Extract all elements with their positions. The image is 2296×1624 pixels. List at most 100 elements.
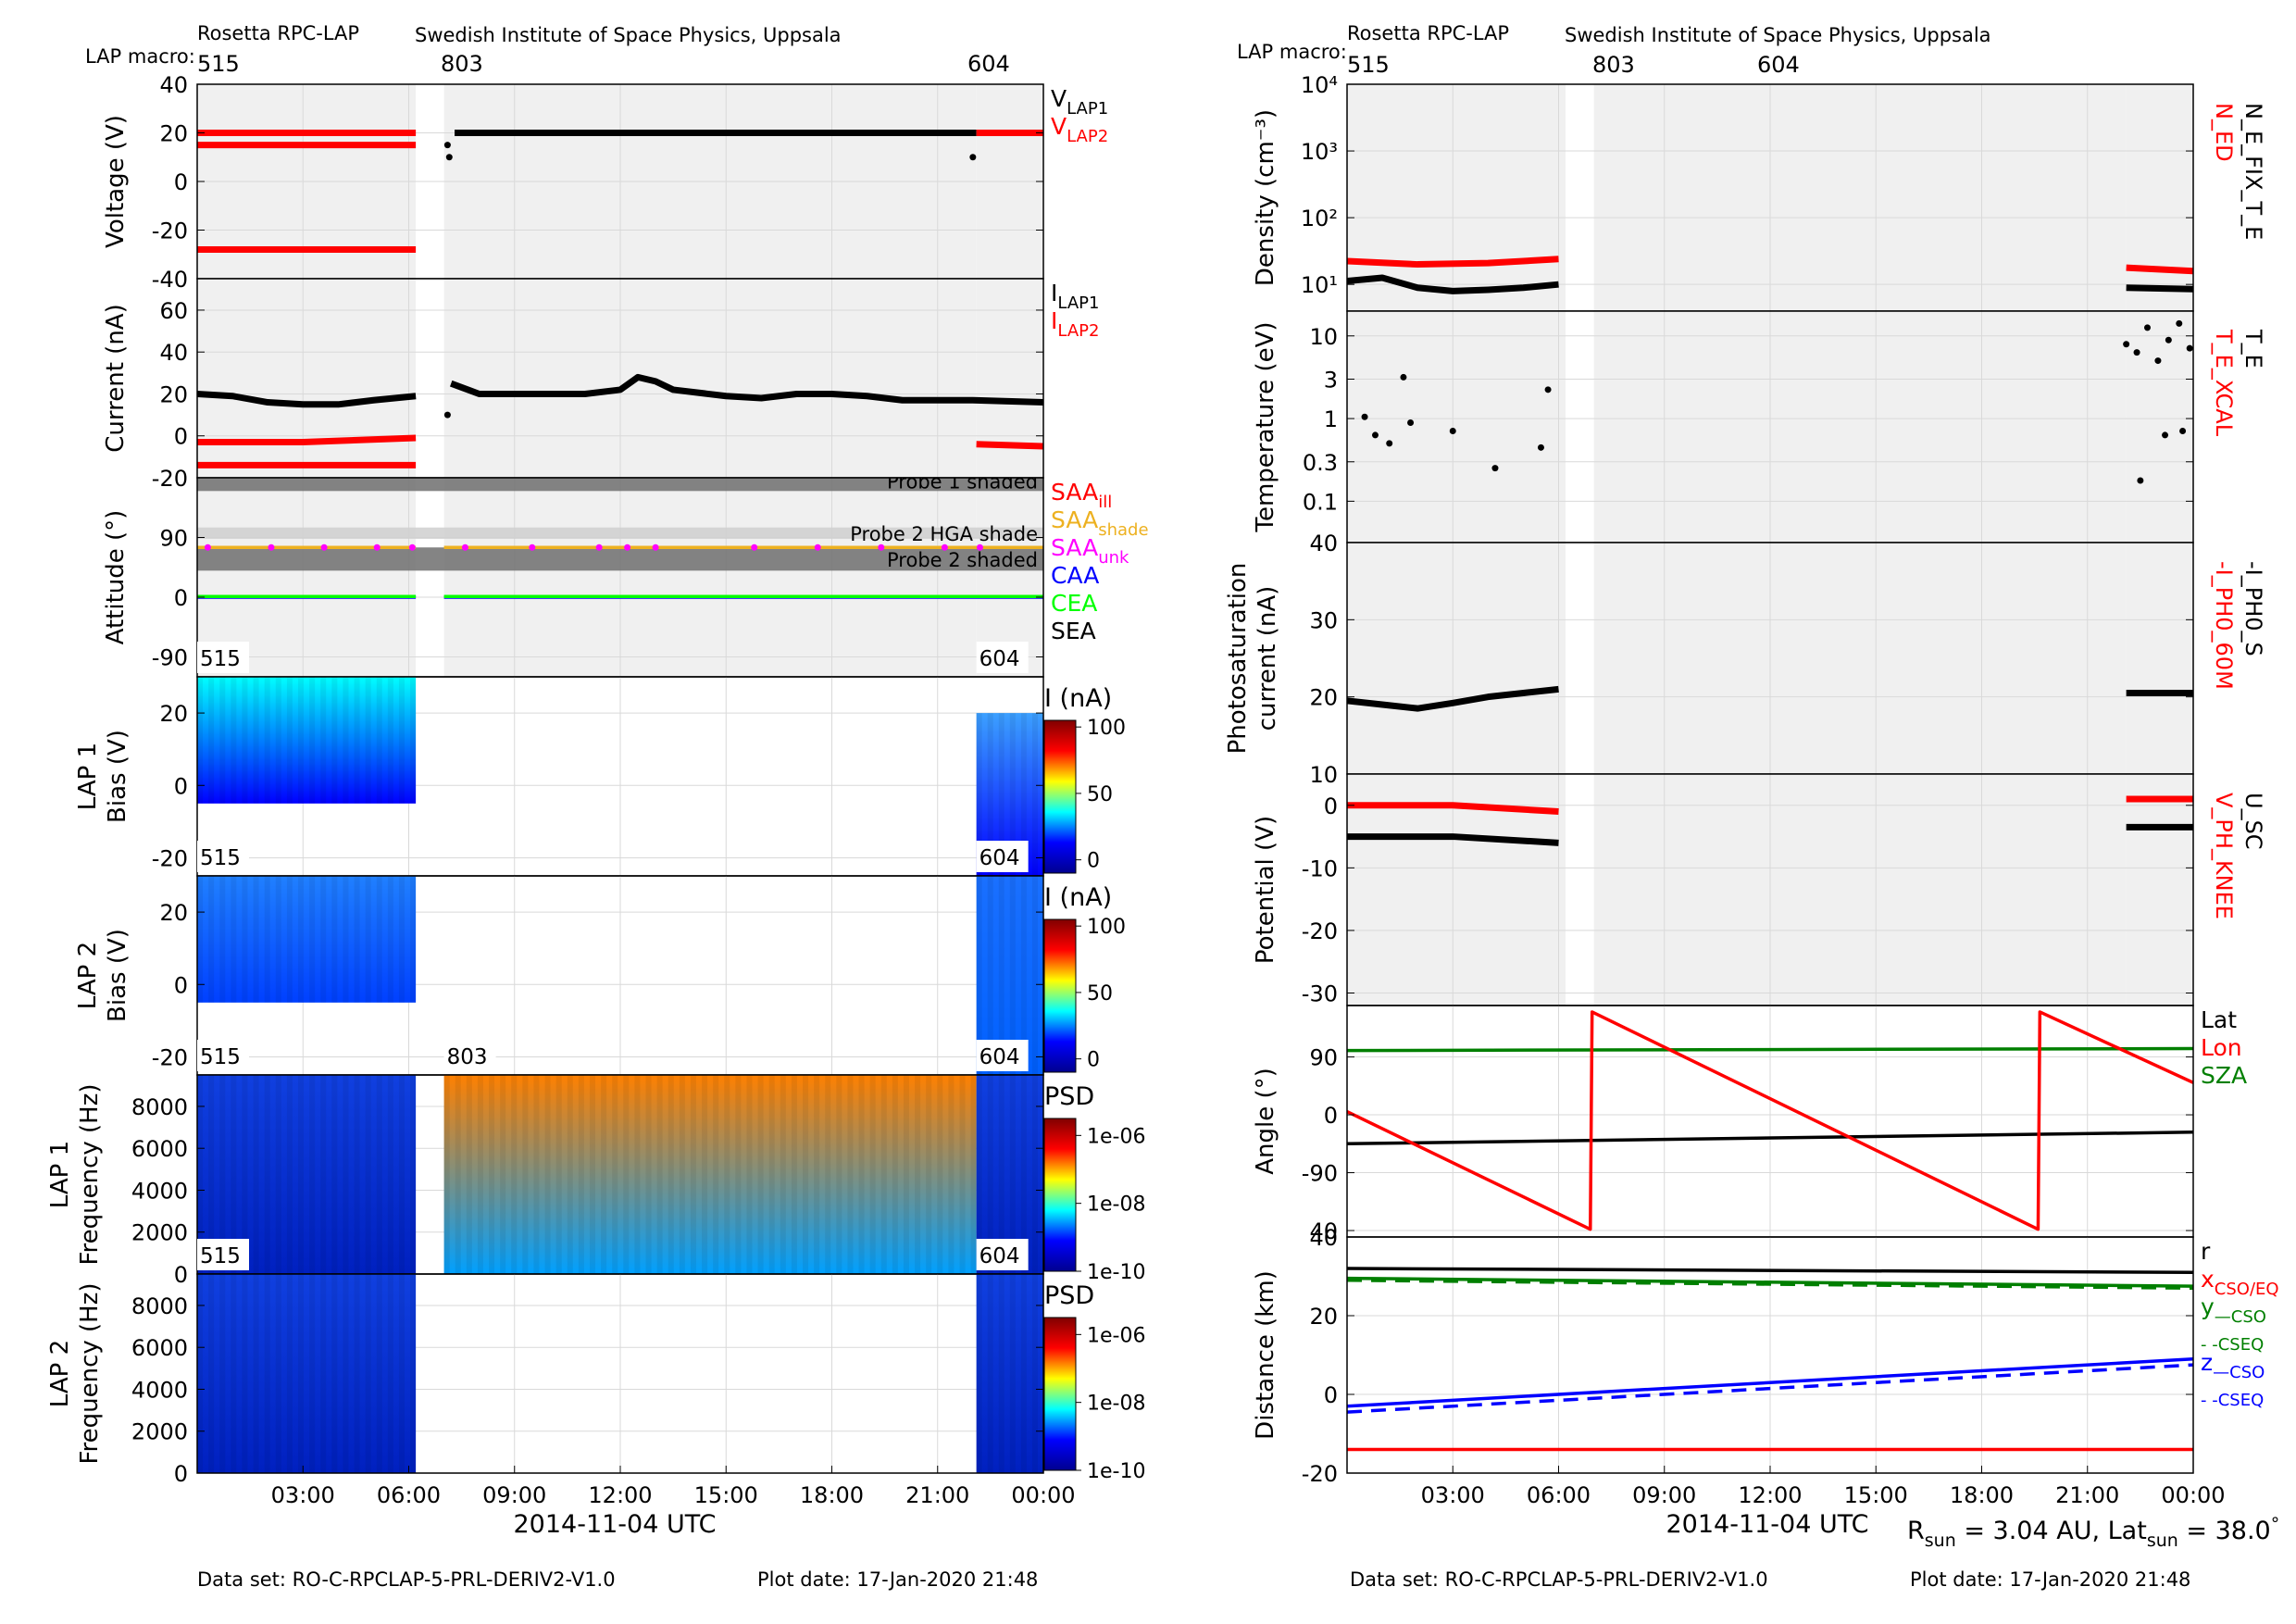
heatmap-stripe bbox=[634, 1075, 641, 1274]
series-line bbox=[2126, 284, 2193, 293]
heatmap-stripe bbox=[410, 876, 417, 1003]
heatmap-stripe bbox=[690, 1075, 696, 1274]
heatmap-stripe bbox=[987, 876, 993, 1075]
heatmap-stripe bbox=[331, 876, 338, 1003]
ylabel: Angle (°) bbox=[1252, 1068, 1279, 1175]
left-xlabel: 2014-11-04 UTC bbox=[513, 1510, 716, 1539]
panel-potential: -30 -20 -10 0 Potential (V) V_PH_KNEE U_SC bbox=[1252, 773, 2266, 1006]
heatmap-stripe bbox=[219, 876, 226, 1003]
heatmap-stripe bbox=[702, 1075, 708, 1274]
heatmap-block bbox=[197, 1274, 417, 1473]
legend-sub: LAP1 bbox=[1067, 99, 1108, 119]
heatmap-stripe bbox=[286, 1075, 293, 1274]
left-footer-dataset: Data set: RO-C-RPCLAP-5-PRL-DERIV2-V1.0 bbox=[197, 1568, 616, 1591]
legend-sub: unk bbox=[1098, 548, 1129, 568]
series-line bbox=[1347, 256, 1559, 269]
ytick-label: 0 bbox=[174, 585, 188, 611]
ytick-label: 10² bbox=[1301, 206, 1338, 231]
data-point bbox=[941, 543, 948, 551]
heatmap-stripe bbox=[1020, 1075, 1027, 1274]
heatmap-block bbox=[197, 876, 417, 1003]
xtick-label: 15:00 bbox=[694, 1482, 758, 1508]
ytick-label: 0 bbox=[1324, 793, 1338, 819]
heatmap-stripe bbox=[343, 677, 349, 804]
heatmap-stripe bbox=[398, 1075, 406, 1274]
macro-label-bg bbox=[976, 841, 1029, 872]
right-header-mission: Rosetta RPC-LAP bbox=[1347, 22, 1509, 44]
colorbar-tick-label: 50 bbox=[1087, 783, 1113, 806]
heatmap-stripe bbox=[1009, 1274, 1016, 1473]
heatmap-stripe bbox=[567, 1075, 573, 1274]
legend-label: T_E bbox=[2240, 329, 2266, 369]
legend-sub: - -CSEQ bbox=[2201, 1391, 2264, 1410]
heatmap-stripe bbox=[365, 876, 371, 1003]
ytick-label: 60 bbox=[159, 298, 188, 324]
heatmap-stripe bbox=[544, 1075, 551, 1274]
sun-lat-value: = 38.0 bbox=[2178, 1517, 2271, 1545]
heatmap-stripe bbox=[343, 876, 349, 1003]
heatmap-stripe bbox=[331, 1274, 338, 1473]
data-point bbox=[2123, 341, 2130, 348]
ytick-label: 40 bbox=[1309, 531, 1338, 556]
panel-plot-area bbox=[1347, 774, 2193, 1006]
ytick-label: 8000 bbox=[131, 1293, 188, 1319]
xtick-label: 09:00 bbox=[482, 1482, 546, 1508]
ytick-label: -90 bbox=[152, 645, 188, 671]
data-point bbox=[1491, 465, 1499, 472]
ytick-label: 4000 bbox=[131, 1377, 188, 1403]
legend-main: SAA bbox=[1051, 506, 1098, 533]
heatmap-stripe bbox=[297, 1075, 305, 1274]
heatmap-stripe bbox=[320, 1274, 327, 1473]
panel-plot-area: Probe 1 shaded Probe 2 HGA shade Probe 2 s… bbox=[197, 478, 1043, 677]
legend-label: T_E_XCAL bbox=[2211, 329, 2237, 437]
ytick-label: 10³ bbox=[1301, 139, 1338, 165]
ylabel: Attitude (°) bbox=[102, 510, 130, 645]
series-line bbox=[1347, 802, 1559, 816]
ytick-label: 20 bbox=[159, 121, 188, 147]
macro-label: 604 bbox=[980, 1244, 1020, 1268]
heatmap-stripe bbox=[309, 1075, 316, 1274]
legend-sub: LAP2 bbox=[1057, 321, 1099, 341]
legend-main: SEA bbox=[1051, 618, 1096, 644]
ytick-label: 6000 bbox=[131, 1136, 188, 1162]
colorbar-tick-label: 1e-06 bbox=[1087, 1125, 1145, 1148]
ylabel: Frequency (Hz) bbox=[76, 1083, 104, 1265]
heatmap-stripe bbox=[197, 876, 204, 1003]
heatmap-stripe bbox=[208, 876, 215, 1003]
macro-shade bbox=[443, 279, 977, 478]
heatmap-stripe bbox=[533, 1075, 540, 1274]
ytick-label: 40 bbox=[1309, 1225, 1338, 1251]
heatmap-stripe bbox=[1020, 1274, 1027, 1473]
sun-deg: ° bbox=[2271, 1514, 2280, 1534]
right-macro-803: 803 bbox=[1592, 52, 1635, 78]
heatmap-stripe bbox=[253, 876, 259, 1003]
heatmap-stripe bbox=[387, 1274, 393, 1473]
data-point bbox=[652, 543, 659, 551]
legend-main: Lat bbox=[2201, 1006, 2237, 1033]
legend-label: N_ED bbox=[2211, 103, 2237, 162]
ylabel: Photosaturation bbox=[1224, 563, 1252, 755]
heatmap-stripe bbox=[398, 876, 406, 1003]
heatmap-stripe bbox=[365, 1274, 371, 1473]
heatmap-stripe bbox=[354, 1274, 360, 1473]
legend-main: Lon bbox=[2201, 1034, 2242, 1061]
ytick-label: -20 bbox=[152, 219, 188, 244]
panel-lap2-freq: 0 2000 4000 6000 8000 LAP 2 Frequency (Hz) 515 6… bbox=[46, 1239, 1145, 1487]
heatmap-stripe bbox=[948, 1075, 955, 1274]
macro-shade bbox=[443, 478, 977, 677]
macro-gap bbox=[416, 478, 444, 677]
legend-label: ILAP2 bbox=[1051, 307, 1099, 341]
panel-attitude: Probe 1 shaded Probe 2 HGA shade Probe 2 s… bbox=[102, 477, 1149, 678]
sun-r-prefix: R bbox=[1907, 1517, 1925, 1545]
ytick-label: -10 bbox=[1302, 856, 1338, 881]
heatmap-stripe bbox=[242, 876, 248, 1003]
ytick-label: 40 bbox=[159, 340, 188, 366]
panel-plot-area bbox=[197, 84, 1043, 279]
ytick-label: 90 bbox=[1309, 1045, 1338, 1071]
macro-label-bg bbox=[197, 1040, 249, 1071]
heatmap-stripe bbox=[959, 1075, 966, 1274]
heatmap-stripe bbox=[208, 1075, 215, 1274]
data-point bbox=[2162, 431, 2169, 439]
data-point bbox=[624, 543, 631, 551]
